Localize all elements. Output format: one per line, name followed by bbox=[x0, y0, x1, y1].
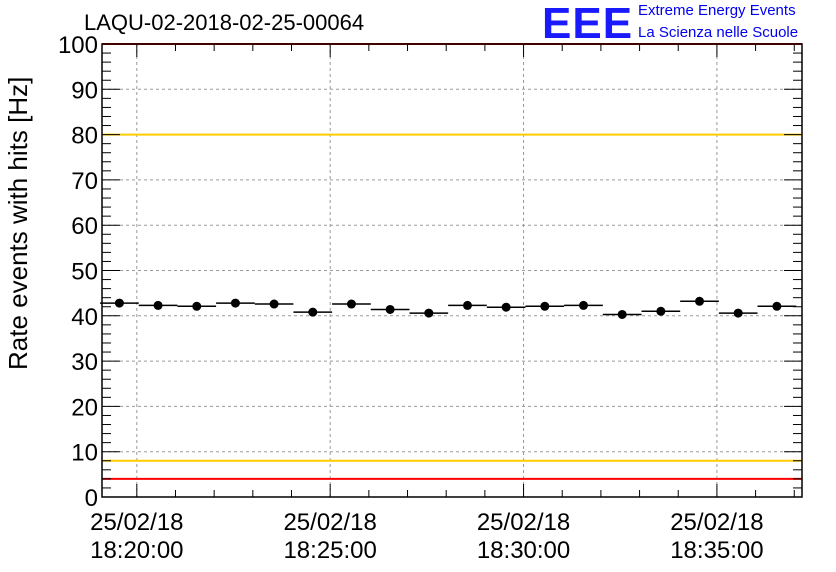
y-tick-label: 80 bbox=[71, 123, 98, 150]
data-point bbox=[617, 309, 627, 319]
x-tick-label-time: 18:20:00 bbox=[90, 537, 183, 564]
logo-line-1: Extreme Energy Events bbox=[638, 2, 796, 19]
data-series bbox=[100, 296, 797, 319]
x-tick-label-date: 25/02/18 bbox=[477, 509, 570, 536]
y-axis-label-wrap: Rate events with hits [Hz] bbox=[3, 77, 33, 370]
data-point bbox=[385, 304, 395, 314]
y-tick-label: 50 bbox=[71, 259, 98, 286]
data-point bbox=[501, 302, 511, 312]
x-tick-label-time: 18:35:00 bbox=[670, 537, 763, 564]
data-point bbox=[540, 301, 550, 311]
axis-ticks bbox=[102, 43, 802, 498]
data-point bbox=[733, 308, 743, 318]
reference-lines bbox=[102, 43, 802, 480]
x-tick-label-date: 25/02/18 bbox=[283, 509, 376, 536]
data-point bbox=[462, 300, 472, 310]
x-tick-label-date: 25/02/18 bbox=[670, 509, 763, 536]
y-tick-label: 60 bbox=[71, 213, 98, 240]
data-point bbox=[269, 299, 279, 309]
x-tick-label-date: 25/02/18 bbox=[90, 509, 183, 536]
y-tick-label: 20 bbox=[71, 394, 98, 421]
y-tick-label: 100 bbox=[58, 32, 98, 59]
data-point bbox=[695, 296, 705, 306]
y-tick-label: 10 bbox=[71, 440, 98, 467]
data-point bbox=[656, 306, 666, 316]
eee-logo: EEE bbox=[542, 0, 634, 48]
y-tick-label: 0 bbox=[85, 485, 98, 512]
y-tick-label: 40 bbox=[71, 304, 98, 331]
data-point bbox=[772, 301, 782, 311]
data-point bbox=[114, 298, 124, 308]
data-point bbox=[308, 307, 318, 317]
data-point bbox=[153, 300, 163, 310]
data-point bbox=[192, 301, 202, 311]
data-point bbox=[424, 308, 434, 318]
x-tick-label-time: 18:25:00 bbox=[283, 537, 376, 564]
data-point bbox=[230, 298, 240, 308]
y-tick-label: 30 bbox=[71, 349, 98, 376]
data-point bbox=[346, 299, 356, 309]
tick-labels: 010203040506070809010025/02/1818:20:0025… bbox=[58, 32, 764, 564]
x-tick-label-time: 18:30:00 bbox=[477, 537, 570, 564]
y-tick-label: 90 bbox=[71, 77, 98, 104]
y-axis-label: Rate events with hits [Hz] bbox=[3, 76, 33, 370]
y-tick-label: 70 bbox=[71, 168, 98, 195]
grid bbox=[102, 44, 802, 497]
chart-title: LAQU-02-2018-02-25-00064 bbox=[84, 10, 365, 35]
data-point bbox=[578, 300, 588, 310]
logo-line-2: La Scienza nelle Scuole bbox=[638, 24, 799, 41]
